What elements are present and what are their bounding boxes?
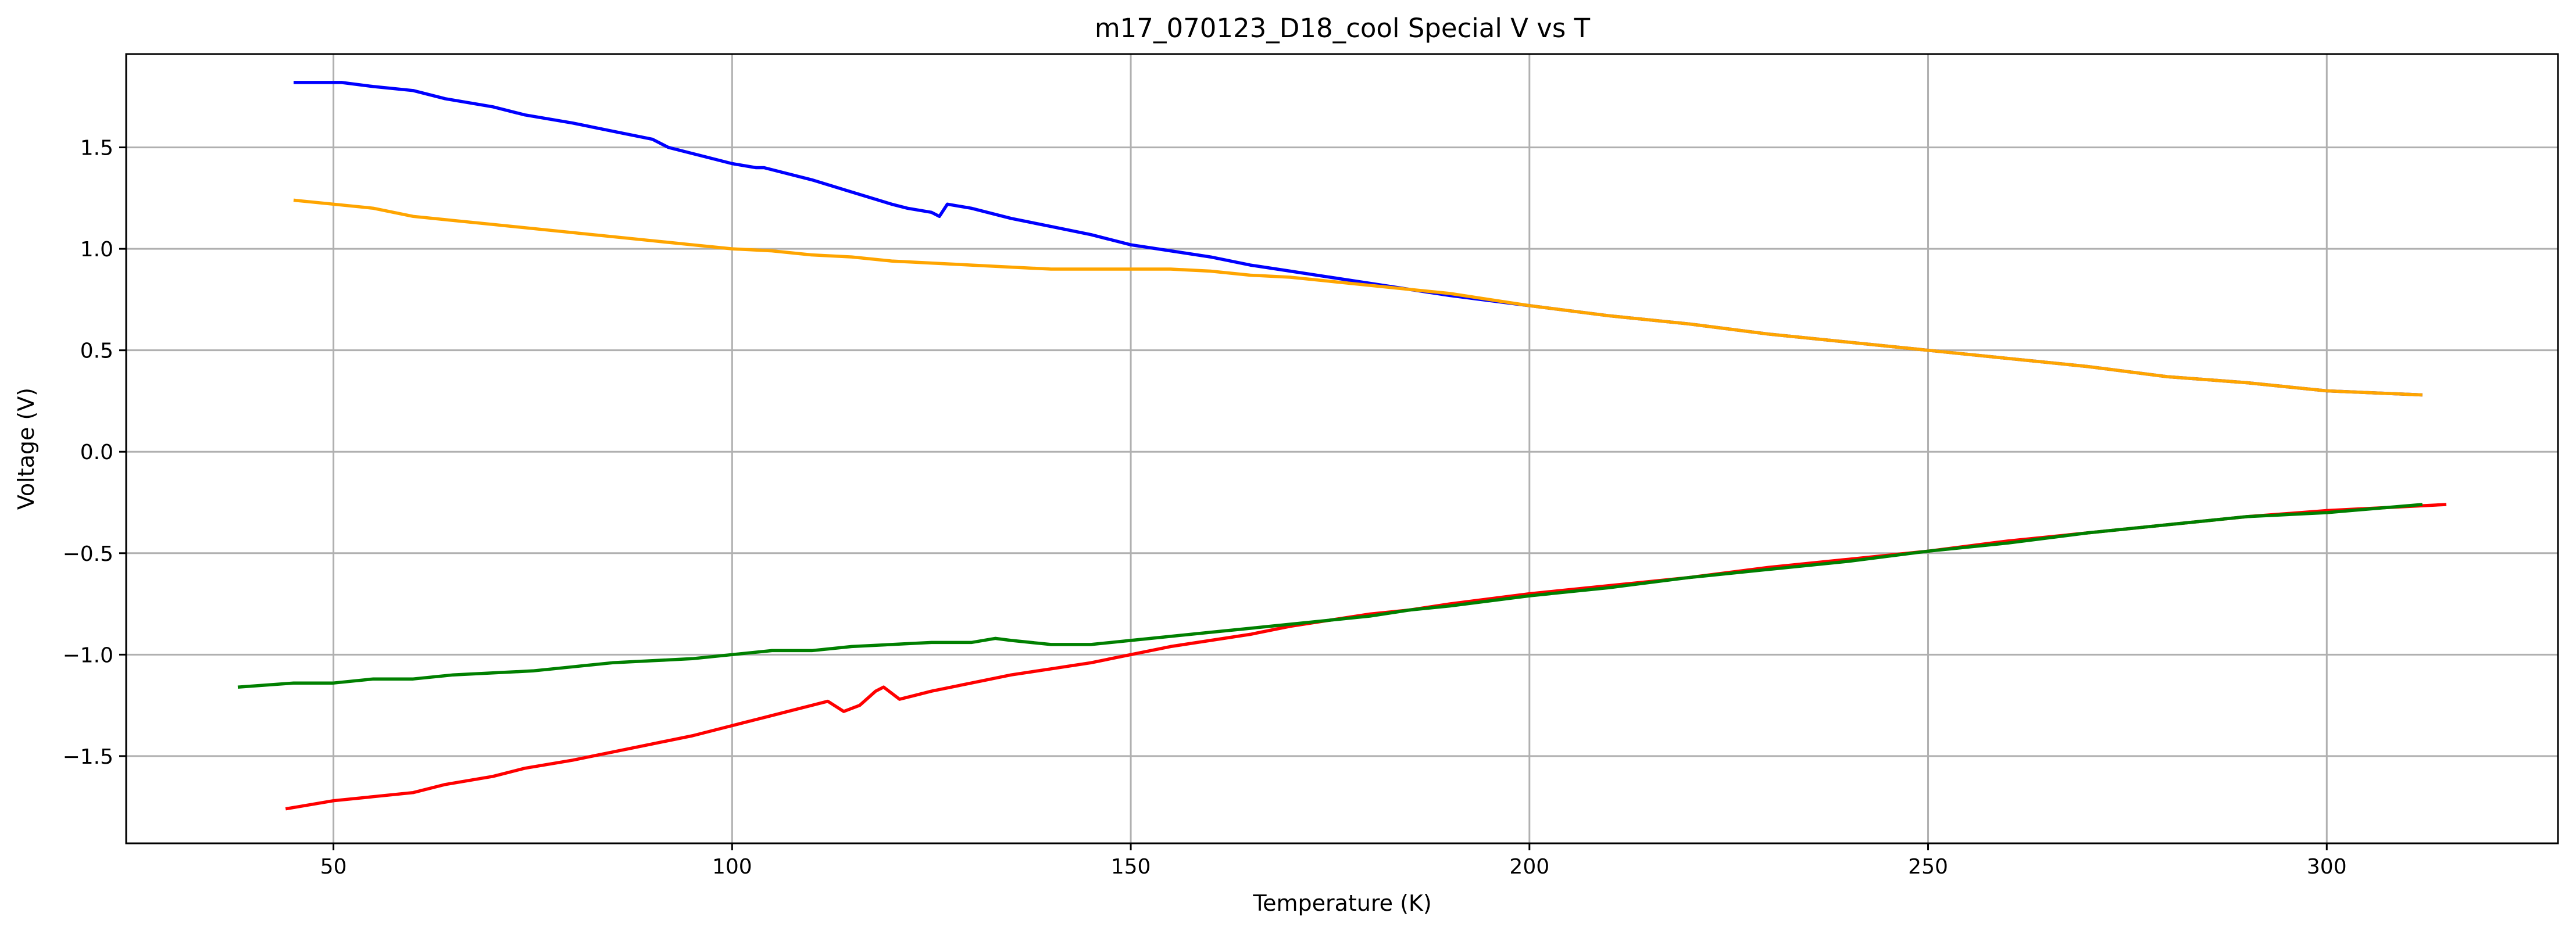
x-tick-label: 300 — [2307, 855, 2347, 879]
y-tick-label: 1.0 — [80, 238, 113, 262]
series-line-2 — [293, 198, 2423, 397]
series-line-4 — [237, 503, 2423, 689]
series-line-3 — [285, 503, 2447, 811]
x-tick-label: 50 — [320, 855, 347, 879]
series-line-1 — [294, 81, 2423, 397]
y-tick-label: −1.5 — [63, 745, 113, 769]
series-layer — [237, 81, 2447, 811]
chart-title: m17_070123_D18_cool Special V vs T — [1095, 13, 1591, 44]
x-tick-label: 200 — [1509, 855, 1549, 879]
y-tick-label: −0.5 — [63, 542, 113, 566]
grid — [126, 54, 2558, 843]
x-tick-label: 250 — [1908, 855, 1948, 879]
x-axis-ticks: 50 100 150 200 250 300 — [320, 843, 2347, 879]
y-axis-label: Voltage (V) — [13, 388, 39, 510]
x-tick-label: 150 — [1111, 855, 1151, 879]
y-tick-label: −1.0 — [63, 643, 113, 667]
y-tick-label: 0.5 — [80, 339, 113, 363]
x-axis-label: Temperature (K) — [1252, 890, 1431, 916]
y-tick-label: 0.0 — [80, 441, 113, 464]
plot-frame — [125, 53, 2559, 844]
y-axis-ticks: −1.5 −1.0 −0.5 0.0 0.5 1.0 1.5 — [63, 137, 126, 769]
y-tick-label: 1.5 — [80, 137, 113, 160]
x-tick-label: 100 — [712, 855, 752, 879]
